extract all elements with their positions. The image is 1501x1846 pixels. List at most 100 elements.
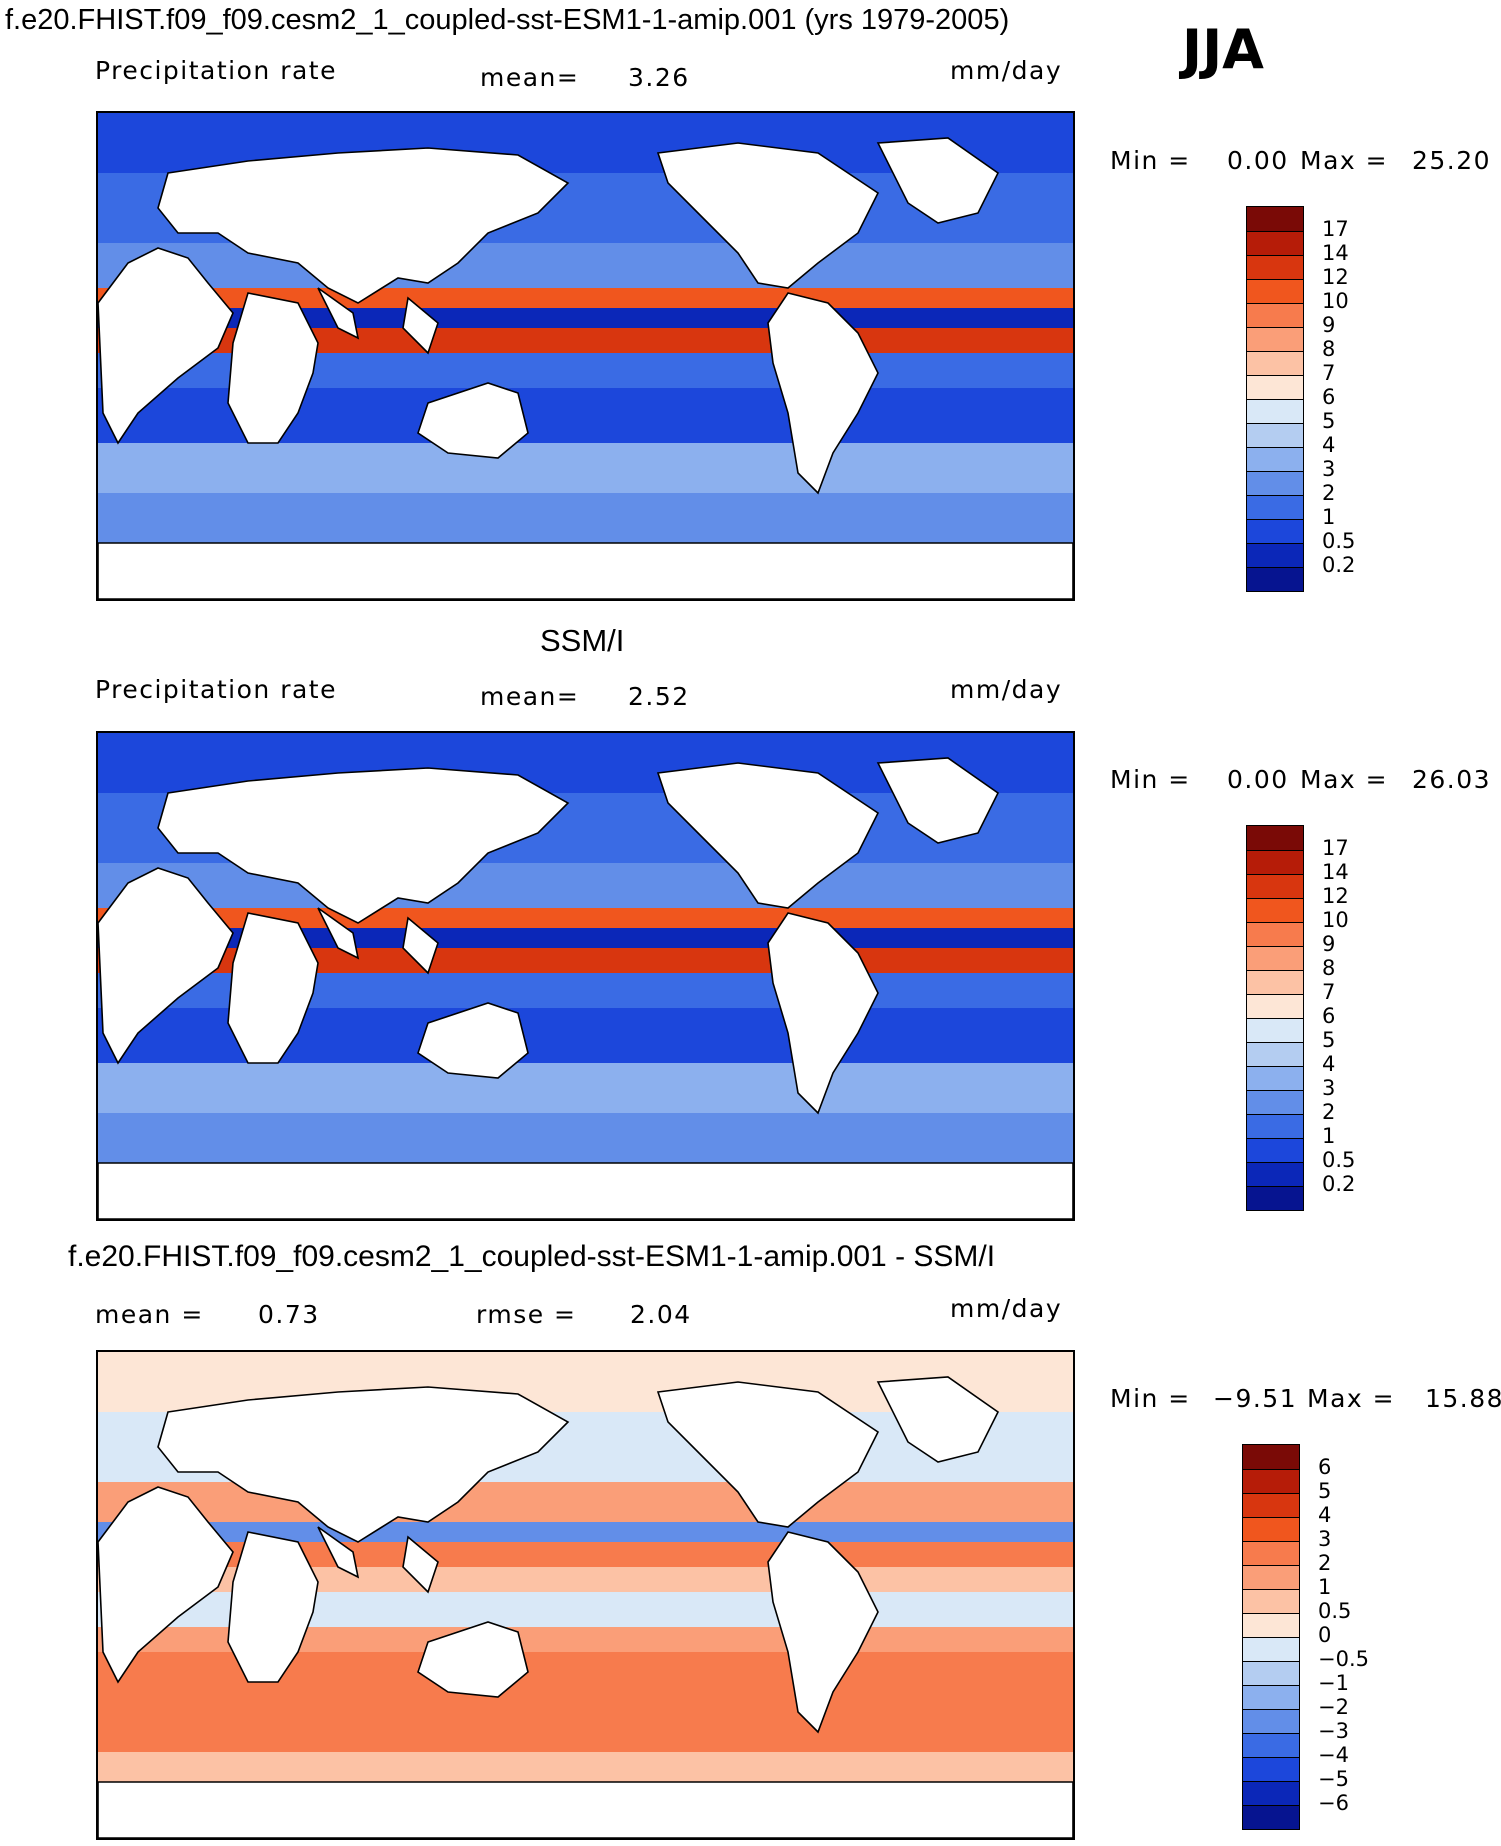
- mean-value: 0.73: [258, 1300, 320, 1329]
- colorbar-segment: [1243, 1493, 1299, 1517]
- colorbar-tick-label: 2: [1318, 1551, 1332, 1575]
- landmass: [157, 767, 570, 924]
- colorbar-segment: [1247, 850, 1303, 874]
- colorbar-tick-label: 12: [1322, 265, 1349, 289]
- field-band: [98, 1752, 1073, 1782]
- colorbar-segment: [1247, 255, 1303, 279]
- world-map: [98, 1352, 1073, 1838]
- world-map: [98, 113, 1073, 599]
- landmass: [317, 907, 360, 960]
- colorbar-segment: [1247, 922, 1303, 946]
- colorbar-tick-label: 0.5: [1318, 1599, 1352, 1623]
- field-band: [98, 493, 1073, 543]
- colorbar-tick-label: 3: [1322, 457, 1336, 481]
- colorbar-tick-label: 0.2: [1322, 553, 1356, 577]
- landmass: [402, 1535, 439, 1594]
- min-label: Min =: [1110, 146, 1191, 175]
- colorbar-tick-label: 14: [1322, 860, 1349, 884]
- colorbar-segment: [1247, 898, 1303, 922]
- colorbar-tick-label: 10: [1322, 908, 1349, 932]
- landmass: [656, 1381, 880, 1528]
- colorbar-tick-label: 0.5: [1322, 529, 1356, 553]
- colorbar-segment: [1247, 351, 1303, 375]
- colorbar-tick-label: 3: [1318, 1527, 1332, 1551]
- landmass: [227, 292, 319, 444]
- colorbar-segment: [1247, 970, 1303, 994]
- colorbar-tick-label: 7: [1322, 980, 1336, 1004]
- colorbar-segment: [1243, 1565, 1299, 1589]
- colorbar-segment: [1247, 1090, 1303, 1114]
- landmass: [402, 296, 439, 355]
- colorbar-tick-label: 0: [1318, 1623, 1332, 1647]
- landmass: [417, 1621, 529, 1698]
- landmass: [317, 1526, 360, 1579]
- landmass: [98, 867, 234, 1065]
- colorbar-segment: [1243, 1781, 1299, 1805]
- min-value: −9.51: [1213, 1384, 1298, 1413]
- colorbar-segment: [1247, 1018, 1303, 1042]
- colorbar-tick-label: 17: [1322, 217, 1349, 241]
- colorbar-tick-label: −3: [1318, 1719, 1349, 1743]
- colorbar-tick-label: 9: [1322, 932, 1336, 956]
- panel-title: f.e20.FHIST.f09_f09.cesm2_1_coupled-sst-…: [68, 1240, 996, 1273]
- colorbar-tick-label: −5: [1318, 1767, 1349, 1791]
- min-value: 0.00: [1227, 146, 1289, 175]
- max-label: Max =: [1300, 146, 1389, 175]
- colorbar-tick-label: 17: [1322, 836, 1349, 860]
- landmass: [157, 147, 570, 304]
- rmse-label: rmse =: [476, 1300, 577, 1329]
- landmass: [402, 916, 439, 975]
- landmass: [876, 137, 1000, 224]
- landmass: [98, 1781, 1073, 1838]
- colorbar-segment: [1247, 1138, 1303, 1162]
- colorbar-tick-label: 4: [1322, 1052, 1336, 1076]
- rmse-value: 2.04: [630, 1300, 692, 1329]
- mean-value: 3.26: [628, 63, 690, 92]
- figure-title: f.e20.FHIST.f09_f09.cesm2_1_coupled-sst-…: [5, 4, 1010, 36]
- colorbar: [1246, 206, 1304, 592]
- colorbar-segment: [1243, 1541, 1299, 1565]
- landmass: [157, 1386, 570, 1543]
- colorbar-tick-label: 7: [1322, 361, 1336, 385]
- min-label: Min =: [1110, 765, 1191, 794]
- colorbar-tick-label: 0.2: [1322, 1172, 1356, 1196]
- field-label: Precipitation rate: [95, 675, 337, 704]
- colorbar-segment: [1247, 495, 1303, 519]
- max-value: 15.88: [1425, 1384, 1501, 1413]
- colorbar-tick-label: 6: [1322, 1004, 1336, 1028]
- colorbar-segment: [1247, 1114, 1303, 1138]
- colorbar-segment: [1243, 1685, 1299, 1709]
- landmass: [656, 762, 880, 909]
- colorbar: [1246, 825, 1304, 1211]
- colorbar-tick-label: −4: [1318, 1743, 1349, 1767]
- colorbar-segment: [1243, 1757, 1299, 1781]
- colorbar-tick-label: 3: [1322, 1076, 1336, 1100]
- landmass: [876, 1376, 1000, 1463]
- colorbar-tick-label: 10: [1322, 289, 1349, 313]
- min-value: 0.00: [1227, 765, 1289, 794]
- colorbar-segment: [1243, 1613, 1299, 1637]
- colorbar-segment: [1243, 1589, 1299, 1613]
- colorbar-segment: [1247, 1162, 1303, 1186]
- colorbar-segment: [1247, 279, 1303, 303]
- colorbar-segment: [1243, 1445, 1299, 1469]
- max-label: Max =: [1300, 765, 1389, 794]
- mean-value: 2.52: [628, 682, 690, 711]
- colorbar-tick-label: 1: [1318, 1575, 1332, 1599]
- colorbar-segment: [1247, 519, 1303, 543]
- landmass: [417, 1002, 529, 1079]
- colorbar-segment: [1247, 1186, 1303, 1210]
- colorbar-tick-label: −2: [1318, 1695, 1349, 1719]
- landmass: [227, 912, 319, 1064]
- colorbar-segment: [1247, 303, 1303, 327]
- colorbar-segment: [1247, 543, 1303, 567]
- colorbar-segment: [1247, 826, 1303, 850]
- colorbar-segment: [1243, 1805, 1299, 1829]
- colorbar-segment: [1247, 207, 1303, 231]
- field-label: Precipitation rate: [95, 56, 337, 85]
- landmass: [876, 757, 1000, 844]
- colorbar-tick-label: 5: [1318, 1479, 1332, 1503]
- landmass: [767, 912, 879, 1115]
- mean-label: mean =: [95, 1300, 204, 1329]
- colorbar-segment: [1247, 1066, 1303, 1090]
